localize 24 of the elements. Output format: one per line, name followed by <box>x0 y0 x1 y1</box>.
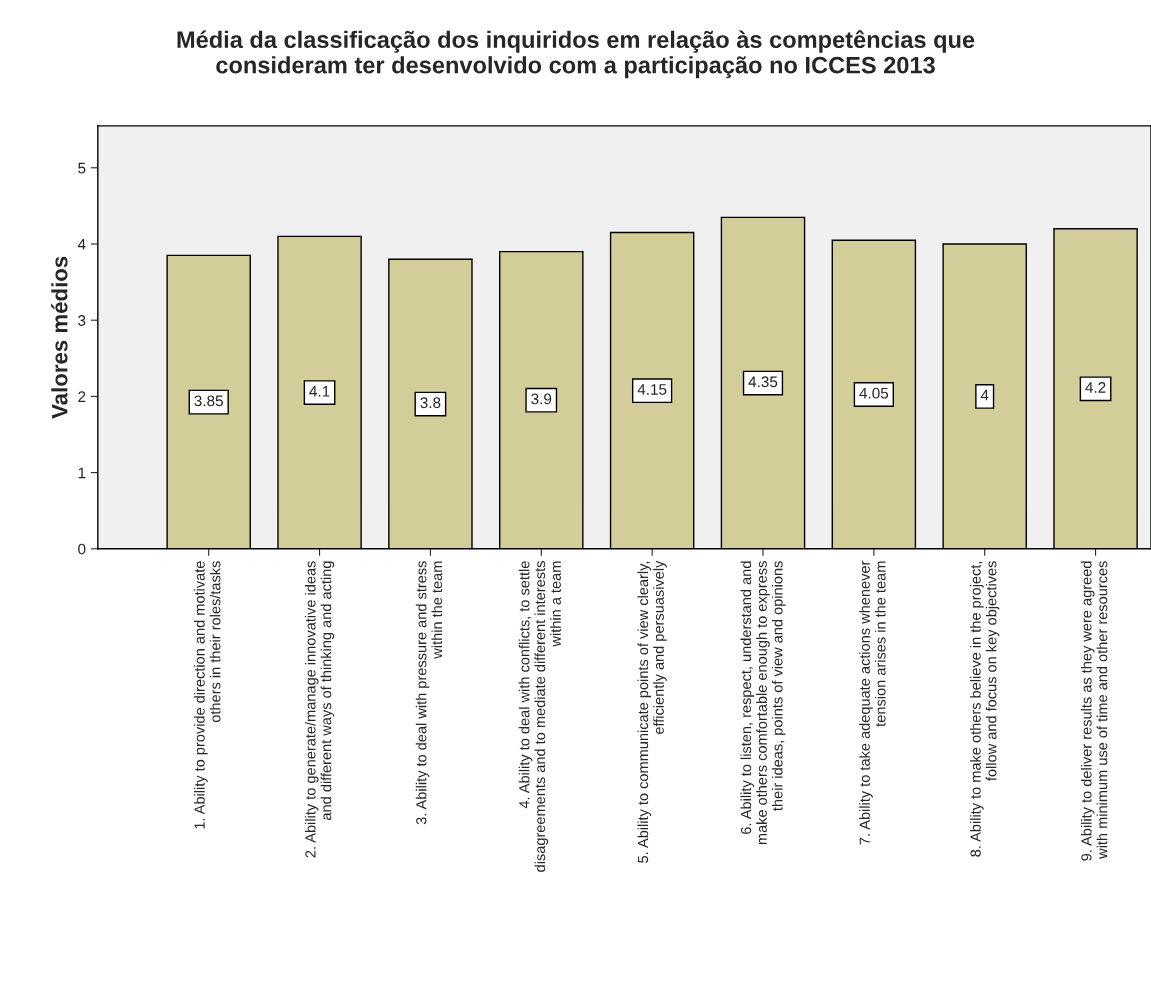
data-label: 4 <box>980 389 989 401</box>
x-tick-label: 1. Ability to provide direction and motivate others in their roles/tasks <box>194 561 221 829</box>
y-tick-label: 5 <box>78 162 86 174</box>
x-tick-label: 4. Ability to deal with conflicts, to settle disagreements and to mediate different interests within a team <box>518 561 561 872</box>
data-label: 4.15 <box>637 384 667 395</box>
x-tick-label: 6. Ability to listen, respect, understand and make others comfortable enough to express their ideas, points of view and opinions <box>740 561 786 845</box>
x-tick-label: 5. Ability to communicate points of view clearly, efficiently and persuasively <box>637 560 667 863</box>
y-tick-label: 3 <box>78 315 86 326</box>
x-tick-label: 3. Ability to deal with pressure and stress within the team <box>415 561 443 825</box>
data-label: 4.05 <box>859 387 889 399</box>
data-label: 3.8 <box>420 397 441 409</box>
data-label: 4.2 <box>1085 382 1106 393</box>
y-axis-title: Valores médios <box>51 256 68 419</box>
data-label: 4.35 <box>748 376 778 388</box>
x-tick-label: 2. Ability to generate/manage innovative ideas and different ways of thinking and acting <box>304 561 335 858</box>
data-label: 3.85 <box>194 395 223 407</box>
data-label: 4.1 <box>309 386 330 397</box>
chart-title: Média da classificação dos inquiridos em relação às competências que consideram ter desenvolvido com a participação no ICCES 2013 <box>177 30 975 79</box>
y-tick-label: 4 <box>77 239 86 250</box>
x-tick-label: 7. Ability to take adequate actions whenever tension arises in the team <box>859 560 886 845</box>
y-tick-label: 0 <box>78 543 86 555</box>
y-tick-label: 2 <box>78 391 86 402</box>
data-label: 3.9 <box>531 393 552 405</box>
y-tick-label: 1 <box>78 467 86 479</box>
